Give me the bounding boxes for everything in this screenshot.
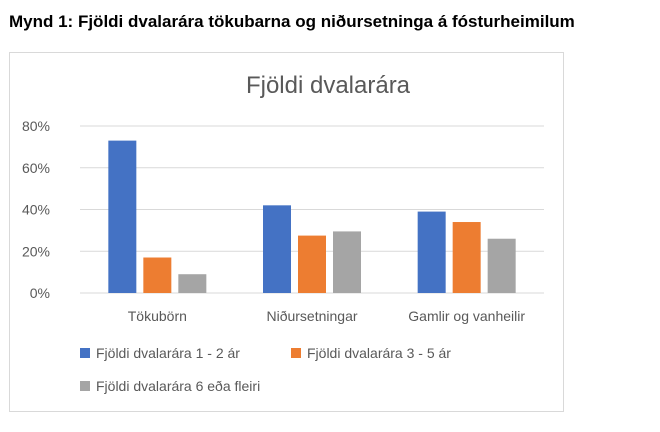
chart-title: Fjöldi dvalarára bbox=[246, 72, 411, 99]
x-category-label: Tökubörn bbox=[128, 308, 187, 324]
bar bbox=[298, 235, 326, 293]
x-category-label: Gamlir og vanheilir bbox=[408, 308, 525, 324]
y-tick-label: 20% bbox=[22, 243, 50, 259]
bar bbox=[263, 205, 291, 293]
y-tick-label: 0% bbox=[30, 285, 50, 301]
y-tick-label: 80% bbox=[22, 118, 50, 134]
bar bbox=[452, 222, 481, 293]
legend-label: Fjöldi dvalarára 6 eða fleiri bbox=[96, 378, 260, 394]
bar bbox=[417, 211, 446, 293]
y-tick-label: 40% bbox=[22, 202, 50, 218]
bar bbox=[487, 238, 516, 293]
legend-label: Fjöldi dvalarára 1 - 2 ár bbox=[96, 345, 240, 361]
bar bbox=[108, 140, 137, 293]
legend-swatch bbox=[291, 348, 301, 358]
bar bbox=[178, 274, 207, 293]
legend-swatch bbox=[80, 381, 90, 391]
y-tick-label: 60% bbox=[22, 160, 50, 176]
legend-swatch bbox=[80, 348, 90, 358]
legend-label: Fjöldi dvalarára 3 - 5 ár bbox=[307, 345, 451, 361]
x-category-label: Niðursetningar bbox=[266, 308, 357, 324]
bar bbox=[333, 231, 361, 293]
document-heading: Mynd 1: Fjöldi dvalarára tökubarna og ni… bbox=[9, 12, 575, 31]
bar bbox=[143, 257, 172, 293]
